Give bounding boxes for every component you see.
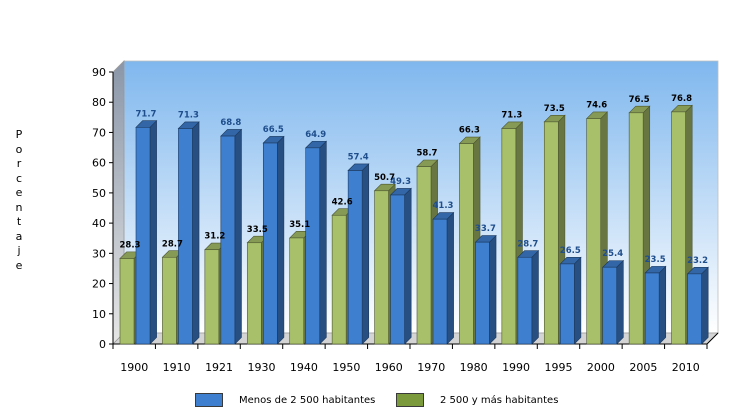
data-label-urban: 42.6 bbox=[332, 197, 353, 207]
x-tick-label: 1970 bbox=[417, 361, 445, 374]
data-label-urban: 76.8 bbox=[671, 94, 692, 104]
data-label-urban: 74.6 bbox=[586, 101, 607, 111]
y-axis-label-letter: P bbox=[15, 128, 23, 141]
data-label-rural: 41.3 bbox=[433, 201, 454, 211]
x-tick-label: 2005 bbox=[629, 361, 657, 374]
x-tick-label: 1930 bbox=[248, 361, 276, 374]
data-label-urban: 50.7 bbox=[374, 173, 395, 183]
bar-rural bbox=[644, 265, 667, 345]
data-label-urban: 31.2 bbox=[204, 232, 225, 242]
bar-rural bbox=[601, 259, 625, 345]
x-tick-label: 1950 bbox=[332, 361, 360, 374]
y-axis-label-letter: c bbox=[15, 171, 23, 185]
data-label-urban: 73.5 bbox=[544, 104, 565, 114]
data-label-urban: 71.3 bbox=[501, 111, 522, 121]
bar-rural bbox=[432, 211, 455, 345]
y-tick-label: 30 bbox=[92, 247, 106, 260]
data-label-rural: 23.2 bbox=[687, 256, 708, 266]
bar-rural bbox=[686, 266, 709, 345]
data-label-rural: 68.8 bbox=[220, 118, 241, 128]
x-tick-label: 1900 bbox=[120, 361, 148, 374]
legend-label-urban: 2 500 y más habitantes bbox=[440, 394, 559, 406]
bar-rural bbox=[135, 119, 158, 345]
bar-rural bbox=[220, 128, 243, 345]
y-tick-label: 10 bbox=[92, 308, 106, 321]
legend-swatch-urban bbox=[396, 393, 424, 407]
bar-rural bbox=[559, 256, 582, 345]
y-axis-label-letter: a bbox=[15, 229, 23, 243]
data-label-rural: 66.5 bbox=[263, 125, 284, 135]
legend-item-rural: Menos de 2 500 habitantes bbox=[195, 390, 375, 410]
data-label-rural: 71.7 bbox=[136, 109, 157, 119]
y-tick-label: 80 bbox=[92, 96, 106, 109]
data-label-rural: 57.4 bbox=[348, 153, 369, 163]
y-axis-label-letter: o bbox=[15, 142, 23, 156]
bar-rural bbox=[347, 163, 370, 345]
y-axis-label-letter: t bbox=[16, 215, 22, 228]
data-label-urban: 66.3 bbox=[459, 126, 480, 136]
x-axis-depth-line bbox=[706, 332, 719, 345]
data-label-rural: 33.7 bbox=[475, 224, 496, 234]
chart-floor bbox=[112, 332, 719, 345]
y-tick-label: 90 bbox=[92, 66, 106, 79]
data-label-urban: 28.7 bbox=[162, 239, 183, 249]
data-label-urban: 58.7 bbox=[417, 149, 438, 159]
y-tick-label: 20 bbox=[92, 278, 106, 291]
y-axis-label-letter: r bbox=[16, 157, 22, 170]
y-axis-label-letter: n bbox=[15, 200, 23, 214]
data-label-rural: 64.9 bbox=[305, 130, 326, 140]
data-label-rural: 49.3 bbox=[390, 177, 411, 187]
bar-rural bbox=[389, 187, 412, 345]
y-axis-label-letter: e bbox=[15, 258, 23, 272]
bar-rural bbox=[262, 135, 285, 345]
x-tick-label: 1910 bbox=[163, 361, 191, 374]
legend-label-rural: Menos de 2 500 habitantes bbox=[239, 394, 376, 406]
y-tick-label: 60 bbox=[92, 157, 106, 170]
x-tick-label: 1960 bbox=[375, 361, 403, 374]
y-tick-label: 40 bbox=[92, 217, 106, 230]
x-tick-label: 2000 bbox=[587, 361, 615, 374]
x-tick-label: 1995 bbox=[545, 361, 573, 374]
data-label-urban: 35.1 bbox=[289, 220, 310, 230]
legend-item-urban: 2 500 y más habitantes bbox=[396, 390, 558, 410]
bar-rural bbox=[517, 249, 540, 345]
x-tick-label: 1990 bbox=[502, 361, 530, 374]
data-label-rural: 23.5 bbox=[645, 255, 666, 265]
y-tick-label: 0 bbox=[99, 338, 106, 351]
y-axis-label-letter: j bbox=[17, 244, 21, 257]
bar-urban bbox=[543, 114, 566, 345]
x-tick-label: 1980 bbox=[460, 361, 488, 374]
y-axis-label-letter: e bbox=[15, 186, 23, 199]
data-label-urban: 33.5 bbox=[247, 225, 268, 235]
y-tick-label: 50 bbox=[92, 187, 106, 200]
data-label-rural: 28.7 bbox=[517, 239, 538, 249]
x-tick-label: 2010 bbox=[672, 361, 700, 374]
data-label-urban: 76.5 bbox=[629, 95, 650, 105]
x-tick-label: 1940 bbox=[290, 361, 318, 374]
bar-rural bbox=[474, 234, 497, 345]
data-label-rural: 71.3 bbox=[178, 111, 199, 121]
legend-swatch-rural bbox=[195, 393, 223, 407]
data-label-rural: 26.5 bbox=[560, 246, 581, 256]
bar-rural bbox=[304, 140, 328, 345]
x-tick-label: 1921 bbox=[205, 361, 233, 374]
y-tick-label: 70 bbox=[92, 126, 106, 139]
data-label-rural: 25.4 bbox=[602, 249, 623, 259]
data-label-urban: 28.3 bbox=[120, 240, 141, 250]
bar-rural bbox=[177, 121, 200, 345]
